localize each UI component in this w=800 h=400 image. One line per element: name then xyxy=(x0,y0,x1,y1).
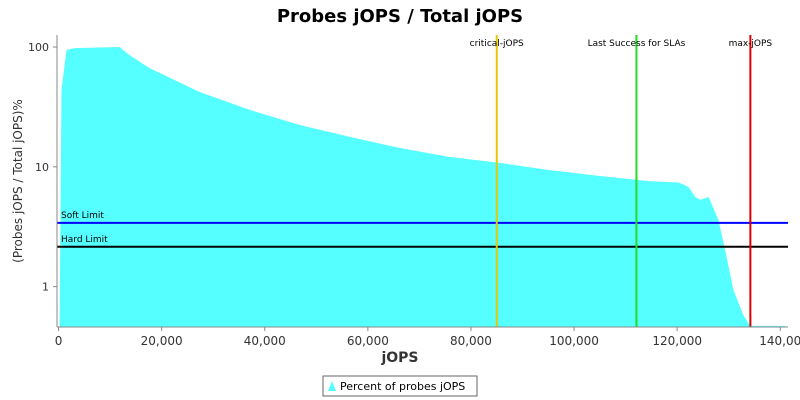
limit-label: Soft Limit xyxy=(61,211,104,221)
x-tick-label: 40,000 xyxy=(244,334,286,348)
area xyxy=(59,47,786,327)
limit-label: Hard Limit xyxy=(61,235,108,245)
marker-label: critical-jOPS xyxy=(470,39,524,49)
x-tick-label: 0 xyxy=(55,334,63,348)
marker-label: max-jOPS xyxy=(729,39,773,49)
x-tick-label: 20,000 xyxy=(141,334,183,348)
x-tick-label: 140,00 xyxy=(759,334,800,348)
legend-label: Percent of probes jOPS xyxy=(340,380,465,393)
y-tick-label: 10 xyxy=(35,161,49,174)
y-tick-label: 1 xyxy=(42,281,49,294)
x-tick-label: 60,000 xyxy=(347,334,389,348)
marker-label: Last Success for SLAs xyxy=(588,39,686,49)
x-tick-label: 100,000 xyxy=(549,334,599,348)
x-axis-label: jOPS xyxy=(380,350,418,366)
y-tick-label: 100 xyxy=(28,41,49,54)
x-tick-label: 120,000 xyxy=(652,334,702,348)
chart-title: Probes jOPS / Total jOPS xyxy=(277,6,523,27)
legend-marker xyxy=(328,381,336,391)
legend-box xyxy=(322,375,478,397)
y-axis-label: (Probes jOPS / Total jOPS)% xyxy=(11,99,25,263)
x-tick-label: 80,000 xyxy=(450,334,492,348)
